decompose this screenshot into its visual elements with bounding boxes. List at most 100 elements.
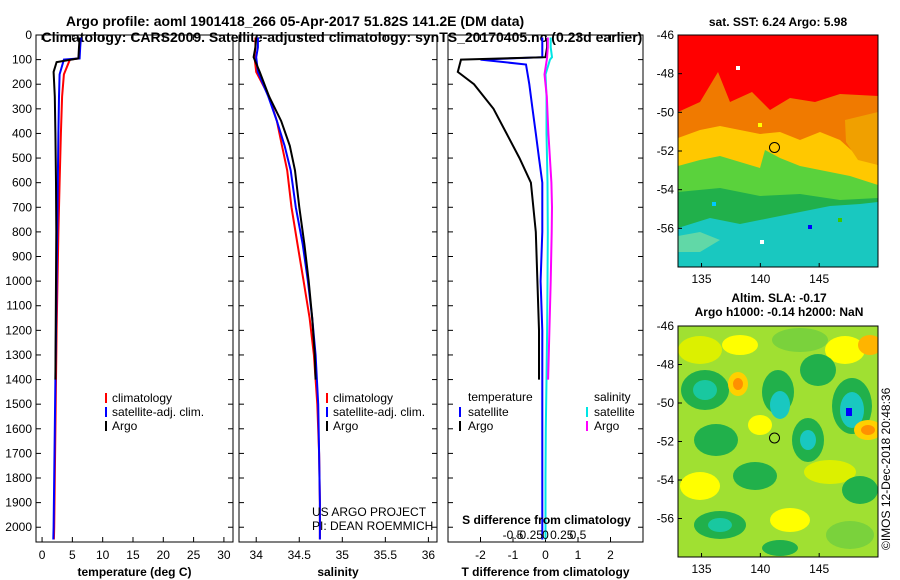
project-annotation: PI: DEAN ROEMMICH: [312, 519, 433, 533]
sla-map-title-line2: Argo h1000: -0.14 h2000: NaN: [695, 305, 864, 319]
map-lat-label: -56: [657, 221, 675, 235]
depth-tick-label: 700: [12, 200, 32, 214]
depth-tick-label: 1600: [5, 422, 32, 436]
x-tick-label: 34: [250, 548, 264, 562]
s-difference-tick-label: 0: [542, 528, 549, 542]
depth-tick-label: 300: [12, 102, 32, 116]
depth-tick-label: 1200: [5, 323, 32, 337]
legend-entry: Argo: [594, 419, 620, 433]
map-lat-label: -50: [657, 105, 675, 119]
x-tick-label: 1: [575, 548, 582, 562]
depth-tick-label: 1000: [5, 274, 32, 288]
s-difference-axis-label: S difference from climatology: [462, 513, 631, 527]
x-tick-label: -2: [475, 548, 486, 562]
legend-entry: Argo: [468, 419, 494, 433]
map-lat-label: -48: [657, 67, 675, 81]
map-lat-label: -54: [657, 183, 675, 197]
legend-title-salinity: salinity: [594, 390, 631, 404]
map-lon-label: 135: [692, 562, 712, 576]
salinity-profile-panel: 34 34.5 35 35.5 36 salinity climatologysatelli…: [238, 34, 438, 579]
x-tick-label: 0: [39, 548, 46, 562]
series-line-t-satellite: [480, 37, 544, 540]
depth-tick-label: 1500: [5, 397, 32, 411]
depth-tick-label: 500: [12, 151, 32, 165]
map-lon-label: 145: [809, 562, 829, 576]
depth-tick-label: 0: [25, 28, 32, 42]
map-lat-label: -56: [657, 512, 675, 526]
x-tick-label: 25: [187, 548, 201, 562]
map-lon-label: 145: [809, 272, 829, 286]
x-tick-label: 10: [96, 548, 110, 562]
map-lat-label: -54: [657, 473, 675, 487]
series-line-argo: [252, 37, 317, 380]
sla-map-title-line1: Altim. SLA: -0.17: [731, 291, 827, 305]
legend-entry: Argo: [333, 419, 359, 433]
x-axis-label: temperature (deg C): [77, 565, 191, 579]
s-difference-tick-label: -0.5: [503, 528, 524, 542]
depth-tick-label: 1800: [5, 471, 32, 485]
x-axis-label: salinity: [317, 565, 359, 579]
sla-map-panel: Altim. SLA: -0.17 Argo h1000: -0.14 h200…: [657, 291, 879, 576]
legend-entry: satellite: [468, 405, 509, 419]
legend-title-temperature: temperature: [468, 390, 533, 404]
argo-location-marker: [769, 142, 780, 153]
figure-title-line1: Argo profile: aoml 1901418_266 05-Apr-20…: [66, 13, 524, 29]
x-tick-label: 5: [69, 548, 76, 562]
series-line-argo: [52, 37, 81, 380]
legend-entry: satellite-adj. clim.: [112, 405, 204, 419]
depth-tick-label: 100: [12, 53, 32, 67]
x-tick-label: 2: [607, 548, 614, 562]
sst-map-title: sat. SST: 6.24 Argo: 5.98: [709, 15, 848, 29]
project-annotation: US ARGO PROJECT: [312, 505, 427, 519]
depth-tick-label: 1100: [6, 299, 32, 313]
s-difference-tick-label: -0.25: [516, 528, 544, 542]
legend-entry: climatology: [333, 391, 393, 405]
legend-entry: climatology: [112, 391, 172, 405]
x-tick-label: 35.5: [374, 548, 398, 562]
map-lon-label: 140: [750, 562, 770, 576]
x-tick-label: 35: [336, 548, 350, 562]
legend-entry: satellite-adj. clim.: [333, 405, 425, 419]
temperature-axes-frame: [35, 34, 234, 543]
x-tick-label: 36: [422, 548, 436, 562]
legend-entry: satellite: [594, 405, 635, 419]
x-tick-label: 0: [542, 548, 549, 562]
argo-location-marker: [769, 432, 780, 444]
depth-tick-label: 1400: [5, 373, 32, 387]
map-lon-label: 135: [692, 272, 712, 286]
sla-map-field: [678, 326, 878, 557]
x-tick-label: 34.5: [288, 548, 312, 562]
depth-tick-label: 200: [12, 77, 32, 91]
series-line-s-satellite: [544, 37, 554, 540]
sst-map-panel: sat. SST: 6.24 Argo: 5.98 135 140 145 -46 -4…: [657, 15, 879, 286]
series-line-satellite-adj-clim-: [52, 37, 82, 540]
imos-watermark: ©IMOS 12-Dec-2018 20:48:36: [879, 387, 893, 550]
map-lat-label: -52: [657, 144, 675, 158]
sst-map-field: [678, 35, 878, 267]
x-tick-label: 30: [217, 548, 231, 562]
salinity-axes-frame: [238, 34, 438, 543]
x-axis-label: T difference from climatology: [461, 565, 629, 579]
x-tick-label: -1: [508, 548, 519, 562]
depth-tick-label: 2000: [5, 520, 32, 534]
series-line-s-argo: [543, 37, 554, 380]
depth-tick-label: 1300: [5, 348, 32, 362]
series-line-t-argo: [456, 37, 549, 380]
map-lat-label: -46: [657, 28, 675, 42]
s-difference-tick-label: 0.5: [570, 528, 587, 542]
depth-tick-label: 600: [12, 176, 32, 190]
x-tick-label: 15: [126, 548, 140, 562]
s-difference-tick-label: 0.25: [550, 528, 574, 542]
depth-tick-label: 800: [12, 225, 32, 239]
x-tick-label: 20: [157, 548, 171, 562]
depth-tick-label: 400: [12, 126, 32, 140]
legend-entry: Argo: [112, 419, 138, 433]
temperature-profile-panel: 0 5 10 15 20 25 30 temperature (deg C) 0 100 200 30…: [5, 28, 234, 579]
depth-tick-label: 1700: [5, 446, 32, 460]
difference-profile-panel: -2 -1 0 1 2 T difference from climatology temp…: [447, 34, 644, 579]
depth-tick-label: 1900: [5, 496, 32, 510]
map-lat-label: -50: [657, 396, 675, 410]
map-lat-label: -46: [657, 319, 675, 333]
map-lat-label: -52: [657, 435, 675, 449]
